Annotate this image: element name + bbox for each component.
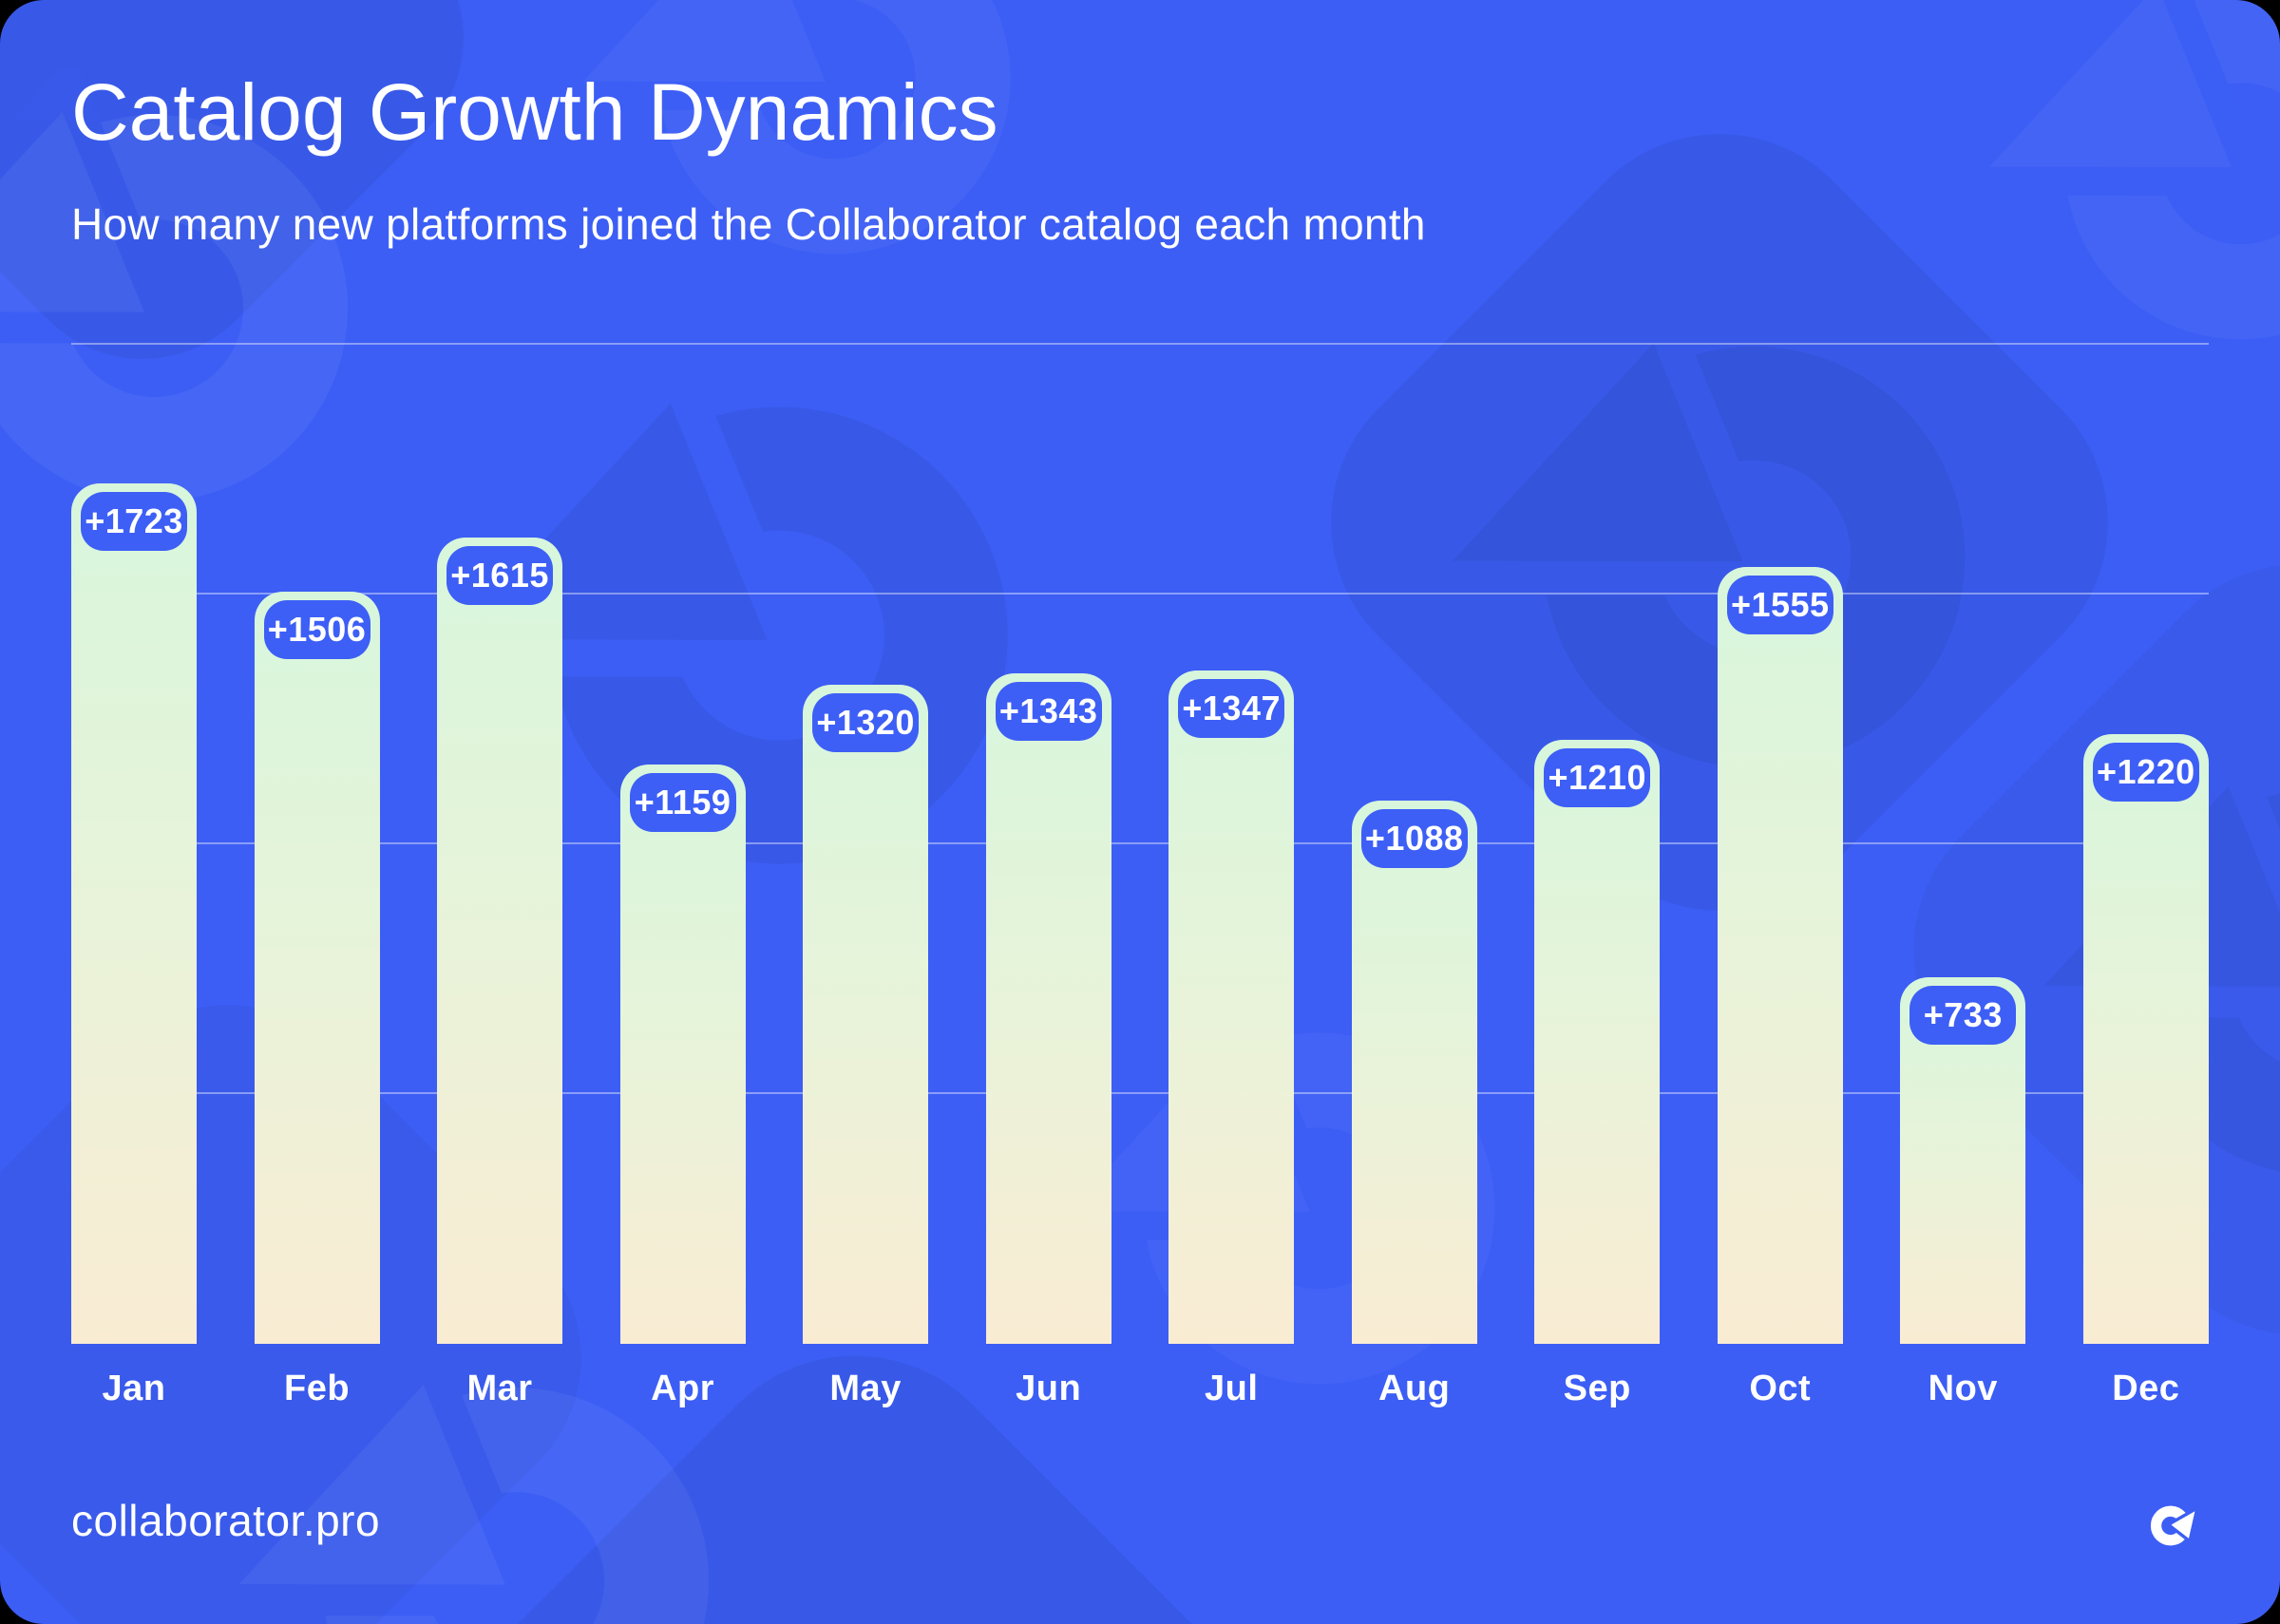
bar-value-badge: +1723 xyxy=(81,491,187,551)
bar-value-badge: +1159 xyxy=(629,773,736,833)
bar-value-badge: +1506 xyxy=(263,599,370,659)
month-label-aug: Aug xyxy=(1378,1369,1451,1408)
month-label-sep: Sep xyxy=(1563,1369,1631,1408)
bar-value-badge: +1088 xyxy=(1360,808,1468,868)
month-axis: Jan Feb Mar Apr May Jun Jul Aug Sep Oct Nov Dec xyxy=(71,1369,2209,1409)
month-label-mar: Mar xyxy=(466,1369,533,1408)
month-label-oct: Oct xyxy=(1749,1369,1812,1408)
bar-nov: +733 xyxy=(1900,977,2026,1344)
bar-value-badge: +1220 xyxy=(2092,743,2199,803)
header: Catalog Growth Dynamics How many new pla… xyxy=(71,66,2209,250)
bar-aug: +1088 xyxy=(1351,800,1477,1344)
month-label-jan: Jan xyxy=(102,1369,166,1408)
bar-feb: +1506 xyxy=(254,591,380,1344)
bar-mar: +1615 xyxy=(437,537,563,1344)
bar-oct: +1555 xyxy=(1717,567,1843,1344)
bar-chart: +1723 +1506 +1615 +1159 +1320 +1343 +1347 +1088… xyxy=(71,343,2209,1344)
bar-value-badge: +733 xyxy=(1910,986,2017,1046)
bar-value-badge: +1320 xyxy=(812,692,920,752)
gridline-2000 xyxy=(71,343,2209,345)
bar-sep: +1210 xyxy=(1534,739,1661,1344)
month-label-jul: Jul xyxy=(1204,1369,1259,1408)
bar-may: +1320 xyxy=(803,684,929,1344)
bar-value-badge: +1555 xyxy=(1726,576,1834,635)
collaborator-logo-icon xyxy=(2150,1505,2199,1546)
bar-jun: +1343 xyxy=(985,672,1112,1344)
month-label-may: May xyxy=(829,1369,902,1408)
footer-site-text: collaborator.pro xyxy=(71,1496,381,1545)
gridline-1000 xyxy=(71,842,2209,844)
month-label-dec: Dec xyxy=(2112,1369,2180,1408)
bar-value-badge: +1347 xyxy=(1178,679,1285,739)
bar-value-badge: +1343 xyxy=(995,681,1102,741)
bar-jan: +1723 xyxy=(71,482,197,1344)
bar-jul: +1347 xyxy=(1168,670,1295,1344)
bar-value-badge: +1615 xyxy=(446,545,554,605)
gridline-1500 xyxy=(71,593,2209,595)
page-title: Catalog Growth Dynamics xyxy=(71,67,998,157)
month-label-jun: Jun xyxy=(1016,1369,1082,1408)
gridline-500 xyxy=(71,1092,2209,1094)
month-label-nov: Nov xyxy=(1928,1369,1998,1408)
month-label-feb: Feb xyxy=(284,1369,351,1408)
page-subtitle: How many new platforms joined the Collab… xyxy=(71,198,1426,249)
month-label-apr: Apr xyxy=(651,1369,715,1408)
bars-container: +1723 +1506 +1615 +1159 +1320 +1343 +1347 +1088… xyxy=(71,345,2209,1344)
bar-dec: +1220 xyxy=(2082,734,2209,1344)
bar-value-badge: +1210 xyxy=(1544,747,1651,807)
bar-apr: +1159 xyxy=(619,765,746,1344)
